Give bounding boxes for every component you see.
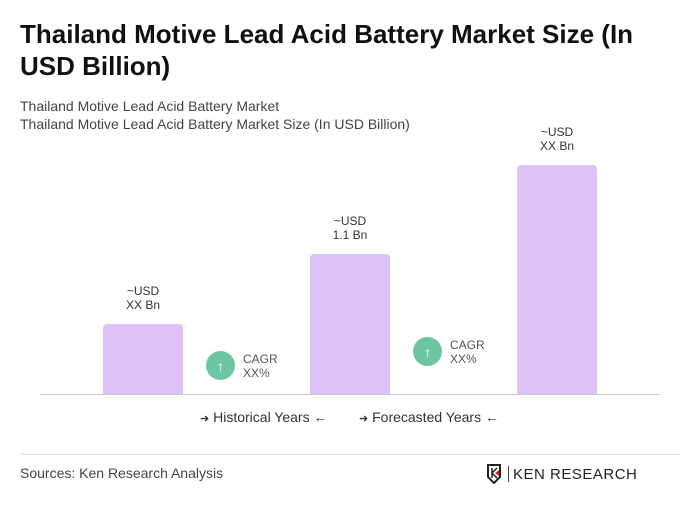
subtitle: Thailand Motive Lead Acid Battery Market [20,98,280,114]
data-label-line: XX Bn [125,298,161,312]
data-label: ~USD XX Bn [83,284,203,312]
legend-label: Historical Years [213,409,310,425]
arrow-right-icon: ➜ [200,413,210,425]
arrow-right-icon: ➜ [359,413,369,425]
bar [103,324,183,394]
data-label: ~USD XX Bn [497,125,617,153]
cagr-value: XX% [243,365,270,380]
legend-historical: ➜ Historical Years ← [200,409,328,425]
data-label-line: ~USD [333,214,367,228]
cagr-2: ↑ CAGR XX% [413,337,485,366]
logo-text: KEN RESEARCH [513,465,638,483]
bar [310,254,390,394]
chart-title: Thailand Motive Lead Acid Battery Market… [20,19,634,81]
ken-research-logo: KEN RESEARCH [486,464,637,484]
legend-label: Forecasted Years [372,409,482,425]
data-label: ~USD 1.1 Bn [290,214,410,242]
arrow-up-icon: ↑ [413,337,442,366]
legend-forecasted: ➜ Forecasted Years ← [359,409,499,425]
cagr-value: XX% [450,351,477,366]
data-label-line: XX Bn [539,138,575,153]
ken-logo-icon [487,464,501,484]
sources: Sources: Ken Research Analysis [20,465,224,481]
bar [517,164,597,394]
arrow-left-icon: ← [484,409,499,425]
cagr-1: ↑ CAGR XX% [206,351,278,380]
arrow-up-icon: ↑ [206,351,235,380]
subtitle-2: Thailand Motive Lead Acid Battery Market… [20,116,410,132]
x-axis [40,394,660,395]
cagr-label: CAGR [243,351,278,366]
arrow-left-icon: ← [313,409,328,425]
cagr-label: CAGR [450,337,485,352]
data-label-line: ~USD [540,124,574,139]
divider [20,454,680,455]
data-label-line: 1.1 Bn [332,228,368,242]
data-label-line: ~USD [126,284,160,298]
